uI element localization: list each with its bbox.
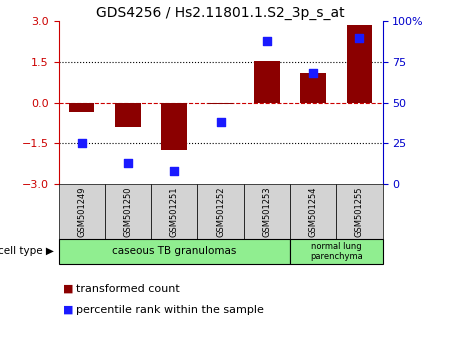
Point — [310, 70, 317, 76]
Text: normal lung
parenchyma: normal lung parenchyma — [310, 242, 363, 261]
Point — [217, 119, 224, 125]
Text: percentile rank within the sample: percentile rank within the sample — [76, 305, 265, 315]
Text: GSM501255: GSM501255 — [355, 186, 364, 237]
Point — [263, 38, 270, 44]
Bar — [162, 103, 187, 150]
Point — [356, 35, 363, 40]
Text: caseous TB granulomas: caseous TB granulomas — [112, 246, 236, 256]
Text: ■: ■ — [63, 284, 73, 293]
Bar — [115, 103, 141, 127]
Text: transformed count: transformed count — [76, 284, 180, 293]
Text: GSM501254: GSM501254 — [309, 186, 318, 237]
Bar — [254, 61, 279, 103]
Text: GSM501249: GSM501249 — [77, 186, 86, 237]
Bar — [300, 73, 326, 103]
Text: ■: ■ — [63, 305, 73, 315]
Point — [124, 160, 131, 166]
Title: GDS4256 / Hs2.11801.1.S2_3p_s_at: GDS4256 / Hs2.11801.1.S2_3p_s_at — [96, 6, 345, 20]
Bar — [346, 25, 372, 103]
Bar — [208, 103, 233, 104]
Bar — [69, 103, 94, 112]
Point — [171, 168, 178, 174]
Text: GSM501253: GSM501253 — [262, 186, 271, 237]
Text: GSM501250: GSM501250 — [123, 186, 132, 237]
Text: cell type ▶: cell type ▶ — [0, 246, 54, 256]
Text: GSM501251: GSM501251 — [170, 186, 179, 237]
Point — [78, 141, 85, 146]
Text: GSM501252: GSM501252 — [216, 186, 225, 237]
